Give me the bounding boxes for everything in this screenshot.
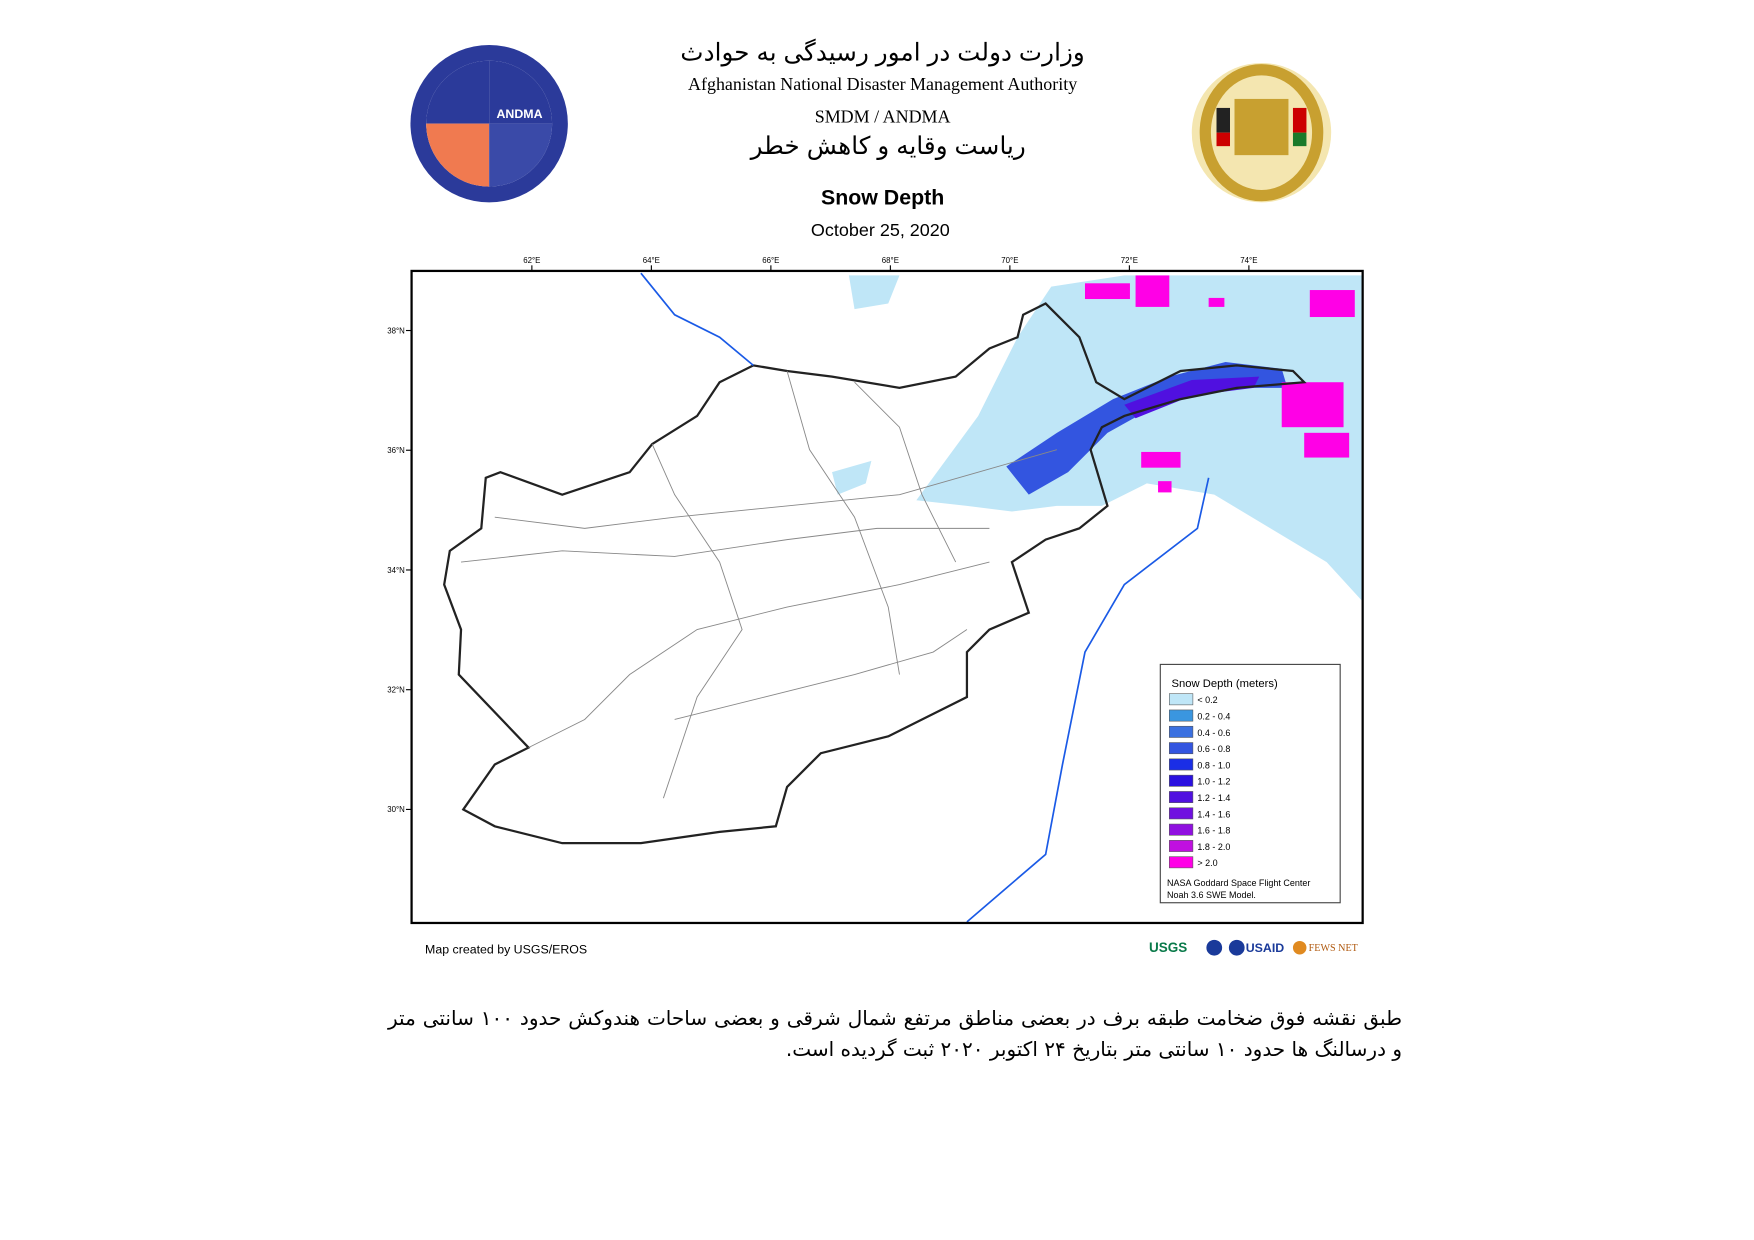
snow-max — [1084, 275, 1355, 493]
legend-swatch — [1169, 856, 1194, 869]
snow-light — [916, 275, 1363, 602]
river — [640, 272, 754, 367]
legend-label: < 0.2 — [1197, 695, 1217, 705]
legend-label: 1.4 - 1.6 — [1197, 809, 1230, 819]
legend-swatch — [1169, 693, 1194, 706]
footer-text: طبق نقشه فوق ضخامت طبقه برف در بعضی مناط… — [388, 1006, 1402, 1061]
lat-label: 36°N — [387, 446, 405, 455]
map-title: Snow Depth — [821, 186, 944, 210]
legend-swatch — [1169, 774, 1194, 787]
map-date: October 25, 2020 — [811, 220, 950, 240]
logo-text: USGS — [1149, 940, 1187, 955]
unit-fa: ریاست وقایه و کاهش خطر — [749, 133, 1026, 161]
legend: Snow Depth (meters) NASA Goddard Space F… — [1159, 663, 1341, 904]
legend-swatch — [1169, 725, 1194, 738]
title-en: Afghanistan National Disaster Management… — [688, 74, 1077, 94]
legend-label: 0.6 - 0.8 — [1197, 744, 1230, 754]
lon-label: 66°E — [762, 256, 779, 265]
legend-label: 1.0 - 1.2 — [1197, 777, 1230, 787]
legend-label: 1.2 - 1.4 — [1197, 793, 1230, 803]
logo-text: FEWS NET — [1309, 943, 1358, 954]
lat-label: 32°N — [387, 686, 405, 695]
legend-source: NASA Goddard Space Flight Center — [1167, 878, 1310, 888]
legend-label: 0.4 - 0.6 — [1197, 728, 1230, 738]
legend-swatch — [1169, 742, 1194, 755]
emblem — [1191, 62, 1332, 203]
afghanistan-border — [443, 302, 1307, 845]
logo-text: ANDMA — [497, 107, 543, 121]
legend-source: Noah 3.6 SWE Model. — [1167, 890, 1256, 900]
legend-swatch — [1169, 807, 1194, 820]
credit: Map created by USGS/EROS — [425, 942, 587, 956]
logo-text: USAID — [1246, 941, 1285, 955]
lat-label: 34°N — [387, 566, 405, 575]
lon-label: 72°E — [1121, 256, 1138, 265]
lon-label: 74°E — [1240, 256, 1257, 265]
lon-labels: 62°E 64°E 66°E 68°E 70°E 72°E 74°E — [523, 256, 1257, 271]
lat-labels: 38°N 36°N 34°N 32°N 30°N — [387, 326, 412, 814]
lat-label: 30°N — [387, 805, 405, 814]
legend-swatch — [1169, 823, 1194, 836]
partner-logos: USGS USAID FEWS NET — [1149, 939, 1358, 956]
legend-swatch — [1169, 709, 1194, 722]
legend-swatch — [1169, 840, 1194, 852]
legend-label: 1.6 - 1.8 — [1197, 826, 1230, 836]
snow-light — [832, 275, 900, 495]
legend-label: 0.2 - 0.4 — [1197, 711, 1230, 721]
unit-en: SMDM / ANDMA — [815, 107, 951, 127]
legend-swatch — [1169, 758, 1194, 771]
legend-label: 0.8 - 1.0 — [1197, 760, 1230, 770]
snow-deep — [1124, 376, 1260, 419]
river — [966, 477, 1210, 923]
lon-label: 68°E — [882, 256, 899, 265]
andma-logo: ANDMA — [410, 44, 568, 203]
legend-title: Snow Depth (meters) — [1172, 678, 1278, 690]
legend-label: > 2.0 — [1197, 858, 1217, 868]
legend-swatch — [1169, 791, 1194, 803]
lon-label: 64°E — [643, 256, 660, 265]
lon-label: 70°E — [1001, 256, 1018, 265]
snow-mid — [1006, 361, 1288, 495]
lon-label: 62°E — [523, 256, 540, 265]
lat-label: 38°N — [387, 326, 405, 335]
legend-label: 1.8 - 2.0 — [1197, 842, 1230, 852]
province-borders — [460, 370, 1057, 799]
title-fa: وزارت دولت در امور رسیدگی به حوادث — [680, 38, 1084, 68]
